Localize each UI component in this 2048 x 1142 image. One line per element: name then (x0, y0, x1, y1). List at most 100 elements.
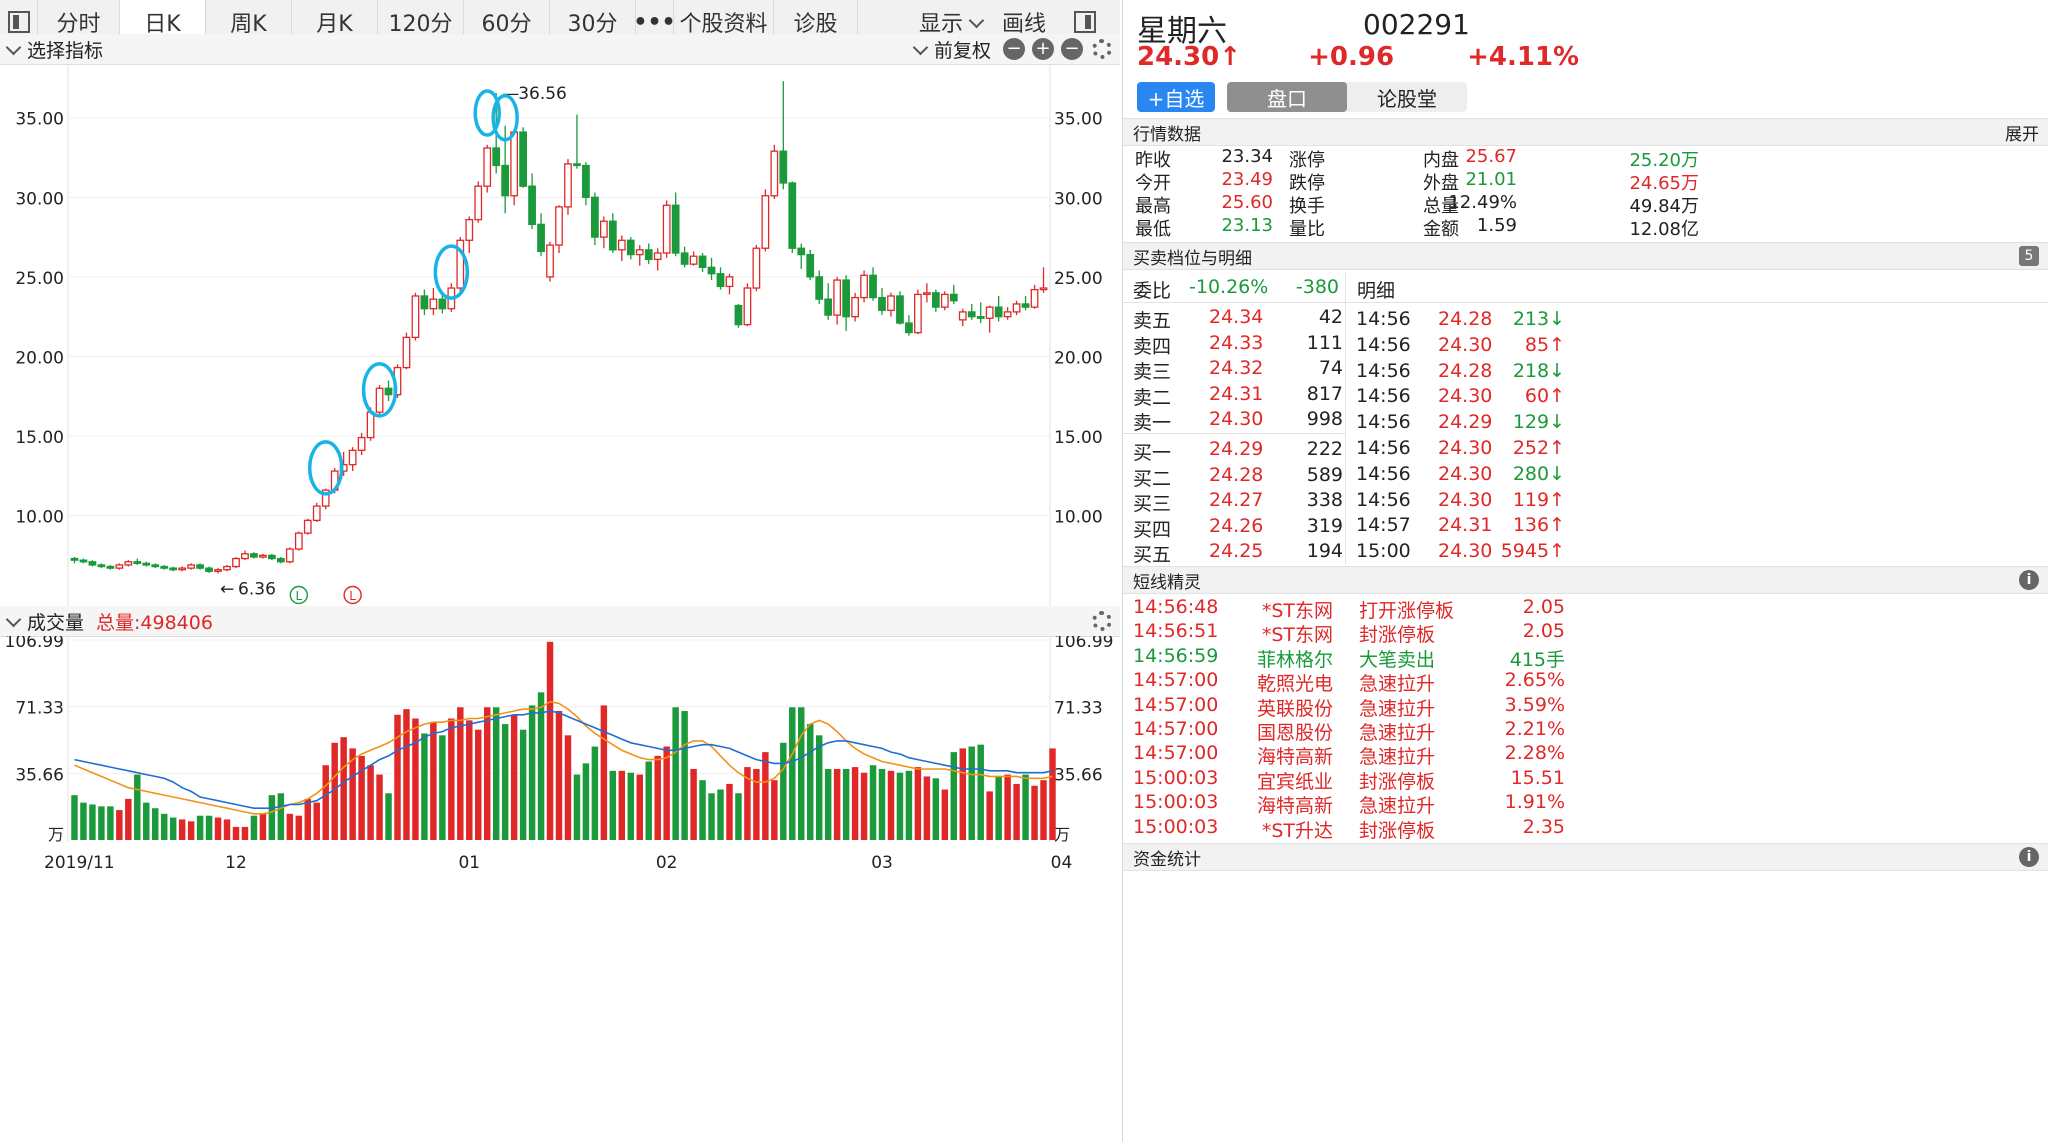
volume-bar (412, 718, 419, 840)
indicator-select[interactable]: 选择指标 (27, 39, 104, 62)
volume-bar (546, 641, 554, 840)
tab-30min[interactable]: 30分 (550, 0, 636, 44)
volume-bar (744, 767, 751, 840)
volume-bar (322, 765, 329, 840)
x-tick-label: 2019/11 (44, 853, 115, 873)
zoom-out-icon[interactable]: − (1003, 38, 1025, 60)
fund-info-icon[interactable]: i (2019, 847, 2039, 867)
candle-body (851, 296, 859, 318)
x-tick-label: 03 (871, 853, 893, 873)
volume-total: 总量:498406 (96, 611, 213, 634)
candle-body (420, 295, 429, 310)
sprite-stock: 英联股份 (1256, 697, 1333, 720)
candle-body (528, 185, 536, 226)
volume-bar (780, 742, 787, 840)
bid-ask-divider (1123, 433, 1345, 434)
x-tick-label: 04 (1051, 853, 1073, 873)
settings-gear-icon[interactable] (1092, 39, 1112, 59)
volume-bar (259, 813, 267, 840)
candle-body (303, 519, 312, 534)
indicator-bar: 选择指标 前复权 − + − (0, 34, 1120, 65)
fund-header: 资金统计 i (1123, 843, 2048, 871)
candle-body (707, 266, 716, 275)
sidebar-toggle-button[interactable] (0, 0, 38, 44)
diagnose-button[interactable]: 诊股 (774, 0, 858, 44)
candle-body (429, 298, 438, 310)
volume-settings-gear-icon[interactable] (1092, 611, 1112, 631)
volume-bar (860, 772, 868, 840)
sprite-event: 封涨停板 (1359, 819, 1436, 842)
volume-bar (753, 768, 760, 840)
weibi-value: -380 (1295, 276, 1339, 298)
tab-monthly-k[interactable]: 月K (292, 0, 378, 44)
y-tick-label-left: 20.00 (15, 348, 64, 368)
tab-timeshare[interactable]: 分时 (38, 0, 120, 44)
sprite-event: 急速拉升 (1359, 673, 1436, 696)
sprite-stock: *ST东网 (1261, 624, 1333, 647)
volume-bar (824, 768, 832, 840)
stock-profile-button[interactable]: 个股资料 (674, 0, 774, 44)
volume-bar (537, 692, 545, 840)
draw-line-button[interactable]: 画线 (1001, 12, 1046, 37)
volume-bar (125, 798, 132, 840)
tab-60min[interactable]: 60分 (464, 0, 550, 44)
volume-ma-line-blue (74, 710, 1053, 809)
adjustment-select[interactable]: 前复权 (933, 39, 991, 62)
candle-body (788, 182, 797, 249)
sprite-info-icon[interactable]: i (2019, 570, 2039, 590)
x-tick-label: 02 (656, 853, 678, 873)
candle-body (402, 336, 411, 369)
tick-price: 24.30 (1438, 437, 1493, 459)
sprite-stock: 国恩股份 (1256, 722, 1333, 744)
volume-collapse-icon[interactable] (5, 611, 22, 627)
expand-button[interactable]: 展开 (2005, 124, 2039, 145)
volume-chart[interactable]: 106.99 106.99 71.33 71.33 35.66 35.66 万 万 (0, 636, 1120, 842)
book-price: 24.32 (1209, 357, 1264, 379)
market-label: 最低 (1135, 219, 1171, 240)
max-price-arrow: — (502, 84, 519, 104)
volume-bar (160, 813, 168, 840)
chart-area: 分时 日K 周K 月K 120分 60分 30分 ••• 个股资料 诊股 显示 … (0, 0, 1120, 873)
sprite-time: 14:56:48 (1133, 596, 1219, 618)
market-value: 25.20万 (1629, 150, 1699, 171)
tab-pankou[interactable]: 盘口 (1227, 82, 1347, 112)
market-data-title: 行情数据 (1133, 124, 1201, 145)
tick-time: 14:56 (1356, 308, 1411, 330)
book-level-label: 买五 (1133, 544, 1172, 566)
candle-body (142, 562, 151, 566)
candle-body (456, 239, 465, 289)
fq-chevron-icon[interactable] (912, 39, 929, 55)
tick-volume: 129↓ (1512, 411, 1565, 434)
sprite-time: 14:56:51 (1133, 620, 1219, 643)
book-volume: 111 (1306, 331, 1343, 354)
candle-body (259, 554, 267, 558)
candle-body (88, 561, 97, 566)
candle-body (905, 322, 913, 334)
vol-tick-label-left: 71.33 (15, 699, 64, 719)
candle-body (896, 295, 904, 324)
sprite-event: 打开涨停板 (1359, 600, 1455, 622)
display-dropdown[interactable]: 显示 (858, 0, 985, 44)
remove-icon[interactable]: − (1061, 38, 1083, 60)
volume-bar (457, 707, 464, 840)
book-volume: 74 (1318, 357, 1343, 379)
y-tick-label-right: 20.00 (1054, 348, 1103, 368)
volume-bar (80, 802, 87, 840)
tab-weekly-k[interactable]: 周K (206, 0, 292, 44)
sidebar-right-toggle-button[interactable] (1066, 0, 1104, 44)
volume-bar (349, 748, 356, 840)
collapse-icon[interactable] (5, 39, 22, 55)
volume-bar (851, 767, 859, 840)
candle-body (716, 273, 725, 288)
more-button[interactable]: ••• (633, 0, 676, 44)
candle-body (1021, 303, 1030, 308)
candlestick-chart[interactable]: 35.00 35.00 30.00 30.00 25.00 25.00 20.00 20.00… (0, 64, 1120, 608)
book-price: 24.28 (1209, 463, 1264, 486)
candle-body (564, 163, 572, 208)
tab-forum[interactable]: 论股堂 (1377, 86, 1437, 111)
level-badge[interactable]: 5 (2019, 246, 2039, 266)
tab-120min[interactable]: 120分 (378, 0, 464, 44)
sprite-stock: 海特高新 (1256, 795, 1333, 818)
add-watchlist-button[interactable]: +自选 (1137, 82, 1215, 112)
zoom-in-icon[interactable]: + (1032, 38, 1054, 60)
